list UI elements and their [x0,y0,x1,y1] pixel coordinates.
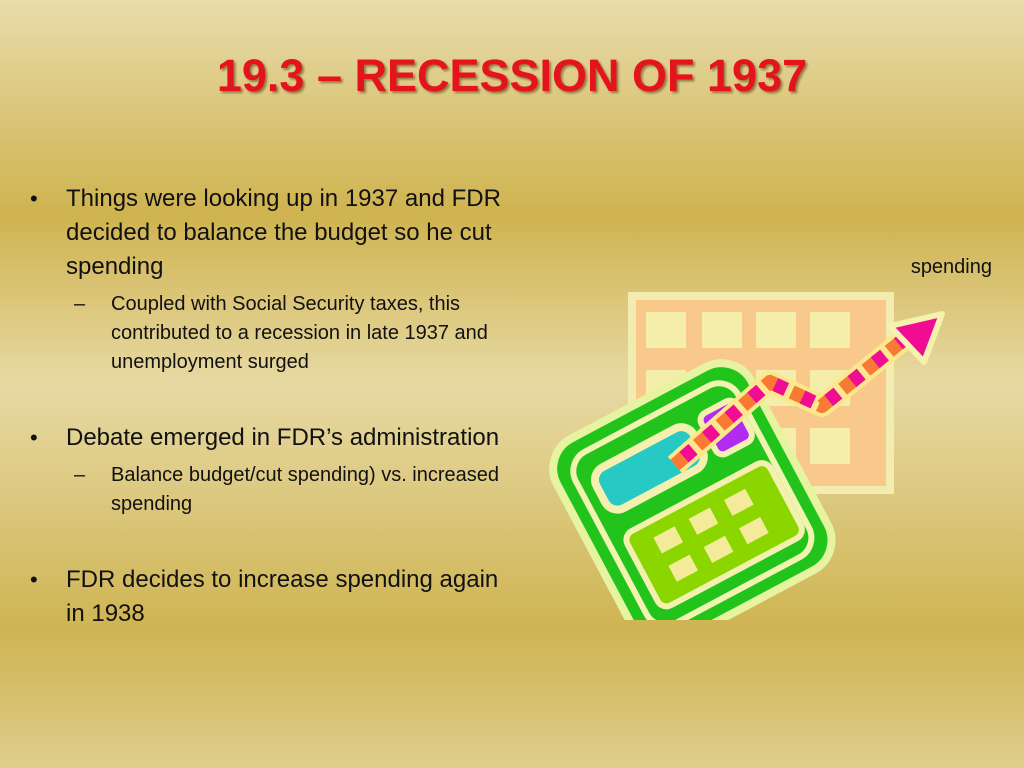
image-caption: spending [910,256,992,278]
sub-bullet-text: Coupled with Social Security taxes, this… [111,293,488,373]
calculator [549,359,836,620]
bullet-item: • FDR decides to increase spending again… [30,563,510,631]
bullet-glyph: • [30,186,38,211]
bullet-glyph: • [30,567,38,592]
bullet-list: • Things were looking up in 1937 and FDR… [30,182,510,631]
bullet-glyph: • [30,425,38,450]
bullet-text: Things were looking up in 1937 and FDR d… [66,185,501,280]
trend-arrow [667,311,945,474]
sub-bullet-item: – Coupled with Social Security taxes, th… [74,290,510,377]
bullet-text: Debate emerged in FDR’s administration [66,424,500,451]
sub-bullet-glyph: – [74,464,86,486]
bullet-item: • Things were looking up in 1937 and FDR… [30,182,510,284]
calculator-chart-icon [549,292,945,620]
bullet-item: • Debate emerged in FDR’s administration [30,421,510,455]
sub-bullet-glyph: – [74,293,86,315]
sub-bullet-item: – Balance budget/cut spending) vs. incre… [74,461,510,519]
slide-title: 19.3 – RECESSION OF 1937 [216,50,808,101]
bullet-text: FDR decides to increase spending again i… [66,566,499,627]
sub-bullet-text: Balance budget/cut spending) vs. increas… [111,464,500,515]
